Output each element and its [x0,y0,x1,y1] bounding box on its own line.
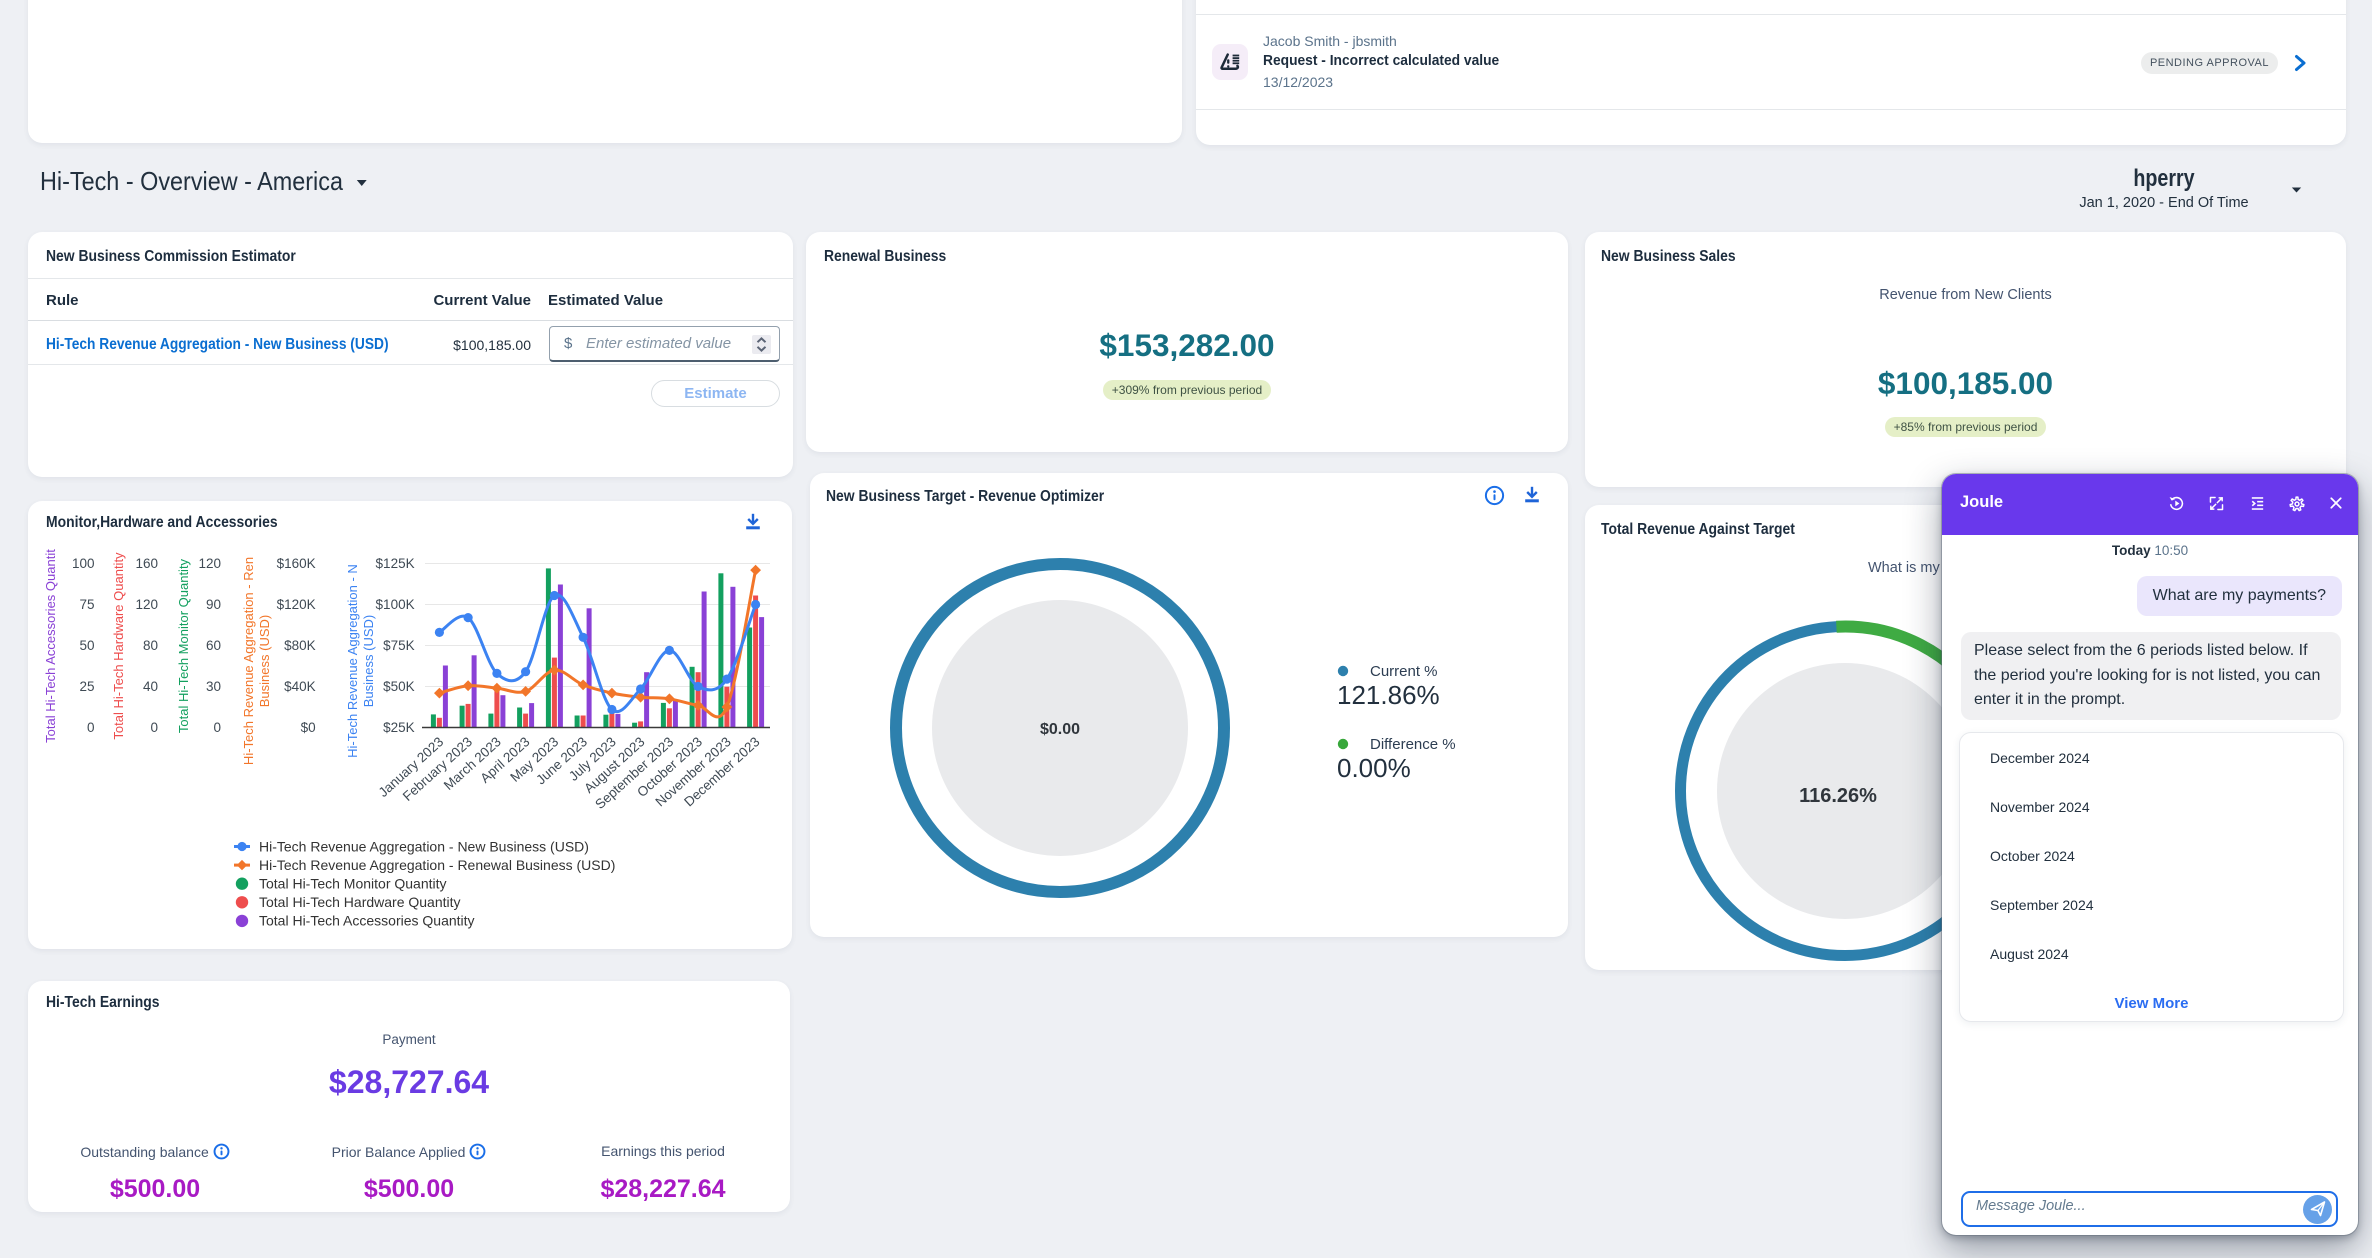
svg-text:Hi-Tech Revenue Aggregation -: Hi-Tech Revenue Aggregation - New Busine… [259,838,589,854]
svg-text:Total Hi-Tech Monitor Quantity: Total Hi-Tech Monitor Quantity [176,558,191,733]
svg-text:$125K: $125K [376,556,415,571]
svg-text:Current %: Current % [1370,663,1438,680]
svg-text:30: 30 [206,679,221,694]
svg-text:50: 50 [79,638,94,653]
svg-text:Total Hi-Tech Hardware Quantit: Total Hi-Tech Hardware Quantity [259,894,461,910]
svg-text:120: 120 [198,556,221,571]
svg-text:Business (USD): Business (USD) [361,615,376,707]
svg-text:Difference %: Difference % [1370,736,1456,753]
svg-text:Total Hi-Tech Accessories Quan: Total Hi-Tech Accessories Quantity [259,913,475,929]
svg-text:60: 60 [206,638,221,653]
svg-text:$75K: $75K [383,638,415,653]
svg-text:160: 160 [135,556,158,571]
svg-text:90: 90 [206,597,221,612]
svg-text:Total Hi-Tech Accessories Quan: Total Hi-Tech Accessories Quantit [43,549,58,743]
svg-text:Hi-Tech Revenue Aggregation -: Hi-Tech Revenue Aggregation - N [345,564,360,758]
svg-text:$0: $0 [301,720,316,735]
svg-text:121.86%: 121.86% [1337,680,1440,710]
svg-text:Hi-Tech Revenue Aggregation -: Hi-Tech Revenue Aggregation - Ren [241,557,256,765]
svg-text:40: 40 [143,679,158,694]
svg-text:120: 120 [135,597,158,612]
svg-text:Business (USD): Business (USD) [257,615,272,707]
svg-text:25: 25 [79,679,94,694]
svg-text:$40K: $40K [284,679,316,694]
svg-text:0: 0 [150,720,158,735]
svg-text:$80K: $80K [284,638,316,653]
svg-text:$50K: $50K [383,679,415,694]
svg-text:$25K: $25K [383,720,415,735]
svg-text:75: 75 [79,597,94,612]
svg-text:80: 80 [143,638,158,653]
svg-text:0: 0 [87,720,95,735]
svg-text:$100K: $100K [376,597,415,612]
svg-text:0.00%: 0.00% [1337,753,1411,783]
svg-text:Total Hi-Tech Monitor Quantity: Total Hi-Tech Monitor Quantity [259,876,447,892]
svg-text:$160K: $160K [277,556,316,571]
svg-text:$0.00: $0.00 [1040,721,1080,738]
svg-text:0: 0 [213,720,221,735]
svg-text:Total Hi-Tech Hardware Quantit: Total Hi-Tech Hardware Quantity [111,552,126,740]
svg-text:100: 100 [72,556,95,571]
svg-text:$120K: $120K [277,597,316,612]
svg-text:Hi-Tech Revenue Aggregation -: Hi-Tech Revenue Aggregation - Renewal Bu… [259,857,615,873]
svg-text:116.26%: 116.26% [1799,785,1877,807]
